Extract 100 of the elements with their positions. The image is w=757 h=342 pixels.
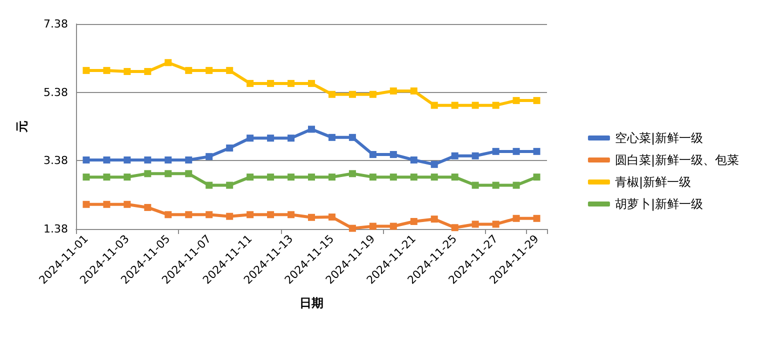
point	[512, 97, 520, 104]
point	[144, 170, 152, 178]
point	[533, 174, 540, 181]
point	[288, 174, 295, 181]
point	[348, 170, 356, 178]
point	[206, 153, 213, 160]
legend-label: 青椒|新鲜一级	[614, 175, 692, 189]
point	[430, 102, 438, 109]
point	[246, 174, 254, 181]
point	[103, 174, 110, 181]
point	[492, 182, 500, 189]
point	[451, 102, 458, 109]
point	[451, 224, 458, 232]
point	[328, 134, 336, 141]
point	[164, 59, 172, 66]
point	[430, 174, 438, 181]
y-tick-label: 7.38	[44, 18, 68, 30]
point	[206, 66, 213, 74]
point	[185, 66, 192, 74]
point	[288, 80, 295, 87]
point	[369, 222, 376, 230]
point	[267, 80, 274, 87]
point	[328, 214, 336, 221]
point	[390, 87, 397, 94]
point	[451, 152, 458, 160]
point	[390, 151, 397, 158]
point	[288, 134, 295, 142]
point	[185, 211, 192, 218]
point	[472, 182, 479, 189]
point	[82, 200, 90, 208]
y-tick-label: 1.38	[44, 222, 68, 236]
point	[124, 174, 131, 181]
point	[328, 90, 336, 98]
point	[348, 224, 356, 232]
point	[82, 66, 90, 74]
point	[246, 211, 254, 218]
x-axis-title: 日期	[300, 296, 324, 310]
point	[410, 218, 418, 225]
point	[206, 182, 213, 189]
y-tick-label: 5.38	[44, 86, 68, 99]
point	[410, 87, 418, 94]
legend-label: 圆白菜|新鲜一级、包菜	[614, 153, 740, 167]
point	[308, 126, 315, 133]
point	[533, 97, 540, 104]
point	[430, 160, 438, 168]
point	[267, 211, 274, 218]
point	[164, 170, 172, 178]
point	[308, 214, 315, 221]
point	[144, 156, 152, 164]
point	[533, 214, 540, 222]
point	[472, 220, 479, 228]
y-tick-label: 3.38	[44, 154, 68, 168]
point	[492, 220, 500, 228]
point	[164, 211, 172, 218]
legend-label: 空心菜|新鲜一级	[614, 131, 704, 145]
point	[288, 211, 295, 218]
point	[430, 216, 438, 223]
point	[348, 134, 356, 141]
point	[512, 182, 520, 189]
point	[226, 212, 234, 220]
point	[472, 152, 479, 160]
point	[246, 134, 254, 142]
point	[369, 90, 376, 98]
legend-label: 胡萝卜|新鲜一级	[614, 197, 704, 211]
point	[206, 211, 213, 218]
point	[226, 144, 234, 152]
point	[226, 66, 234, 74]
point	[185, 156, 192, 164]
point	[369, 174, 376, 181]
point	[369, 151, 376, 158]
point	[103, 66, 110, 74]
point	[328, 174, 336, 181]
point	[82, 174, 90, 181]
point	[103, 156, 110, 164]
point	[185, 170, 192, 178]
point	[144, 204, 152, 211]
point	[124, 200, 131, 208]
point	[308, 174, 315, 181]
point	[226, 182, 234, 189]
point	[103, 200, 110, 208]
y-axis-title: 元	[15, 120, 29, 134]
point	[246, 80, 254, 87]
point	[144, 68, 152, 75]
point	[308, 80, 315, 87]
point	[124, 156, 131, 164]
point	[267, 134, 274, 142]
point	[492, 148, 500, 155]
point	[164, 156, 172, 164]
point	[472, 102, 479, 109]
point	[410, 174, 418, 181]
point	[533, 148, 540, 155]
point	[451, 174, 458, 181]
point	[82, 156, 90, 164]
point	[124, 68, 131, 75]
point	[348, 90, 356, 98]
point	[492, 102, 500, 109]
point	[512, 148, 520, 155]
point	[267, 174, 274, 181]
point	[390, 174, 397, 181]
point	[390, 222, 397, 230]
